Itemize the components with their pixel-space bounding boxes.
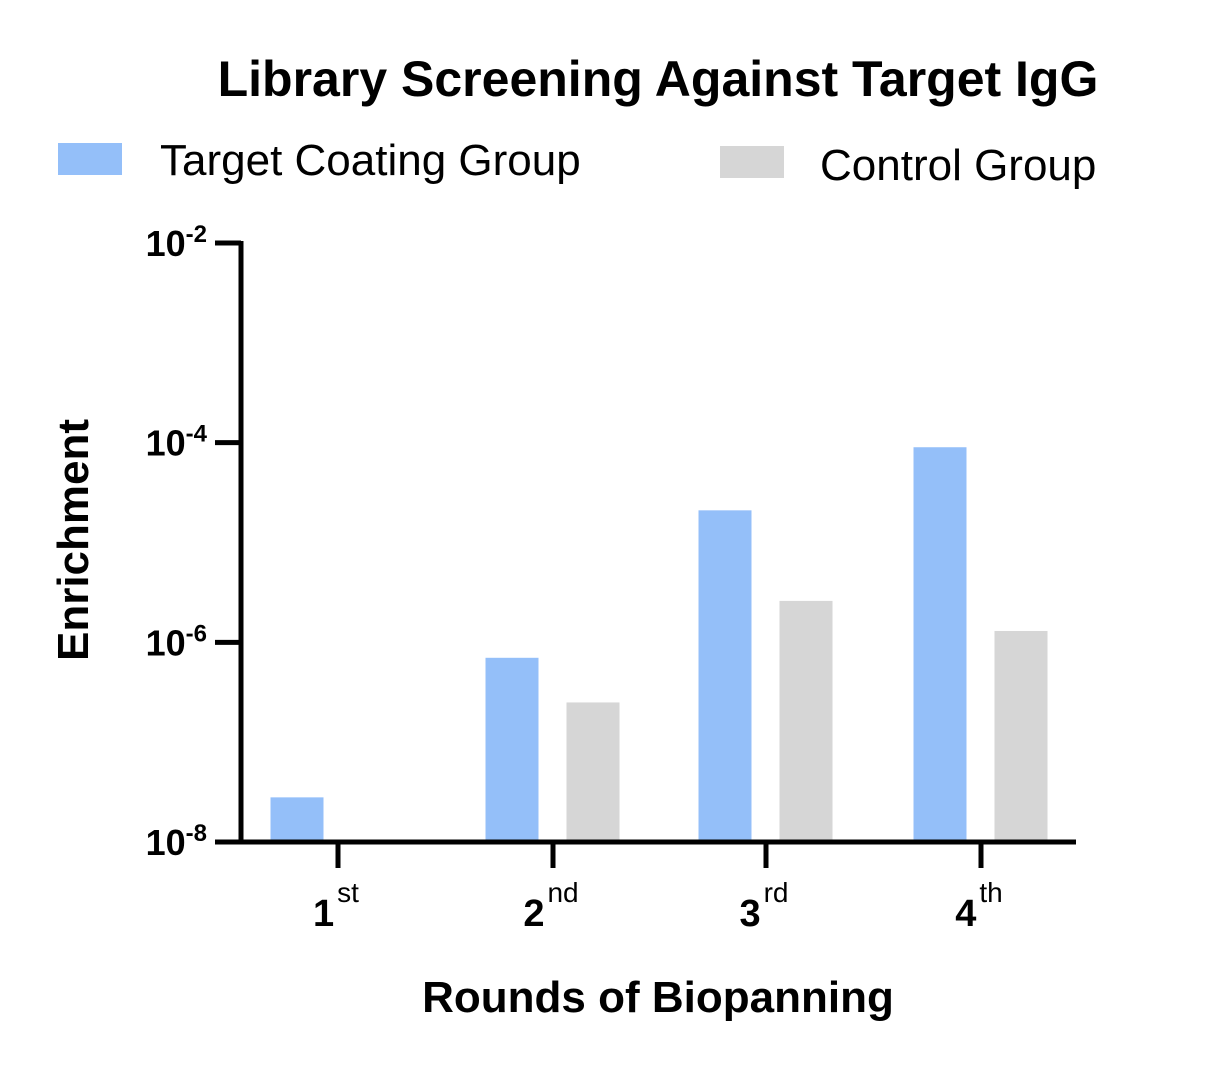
x-tick-label-round-2: 2nd bbox=[523, 877, 578, 935]
bar-target-round-3 bbox=[698, 510, 752, 842]
x-tick-labels: 1st 2nd 3rd 4th bbox=[313, 877, 1003, 935]
bar-target-round-4 bbox=[913, 447, 967, 842]
y-axis-title: Enrichment bbox=[49, 419, 98, 661]
axes bbox=[215, 240, 1076, 868]
x-tick-label-round-3: 3rd bbox=[739, 877, 788, 935]
legend-label-control: Control Group bbox=[820, 141, 1096, 190]
y-tick-label: 10-6 bbox=[146, 620, 207, 663]
bars bbox=[270, 447, 1048, 842]
y-tick-label: 10-8 bbox=[146, 820, 207, 863]
x-tick-label-round-1: 1st bbox=[313, 877, 359, 935]
y-tick-labels: 10-2 10-4 10-6 10-8 bbox=[146, 221, 208, 863]
legend: Target Coating Group Control Group bbox=[58, 136, 1096, 190]
x-axis-title: Rounds of Biopanning bbox=[422, 973, 894, 1022]
bar-control-round-3 bbox=[779, 600, 833, 842]
legend-swatch-control bbox=[720, 146, 784, 178]
chart-title: Library Screening Against Target IgG bbox=[218, 51, 1099, 107]
y-tick-label: 10-2 bbox=[146, 221, 207, 264]
x-tick-label-round-4: 4th bbox=[955, 877, 1003, 935]
legend-swatch-target bbox=[58, 143, 122, 175]
legend-label-target: Target Coating Group bbox=[160, 136, 581, 185]
bar-control-round-2 bbox=[566, 702, 620, 842]
bar-control-round-4 bbox=[994, 630, 1048, 842]
bar-target-round-1 bbox=[270, 797, 324, 842]
y-tick-label: 10-4 bbox=[146, 421, 208, 464]
bar-target-round-2 bbox=[485, 657, 539, 842]
